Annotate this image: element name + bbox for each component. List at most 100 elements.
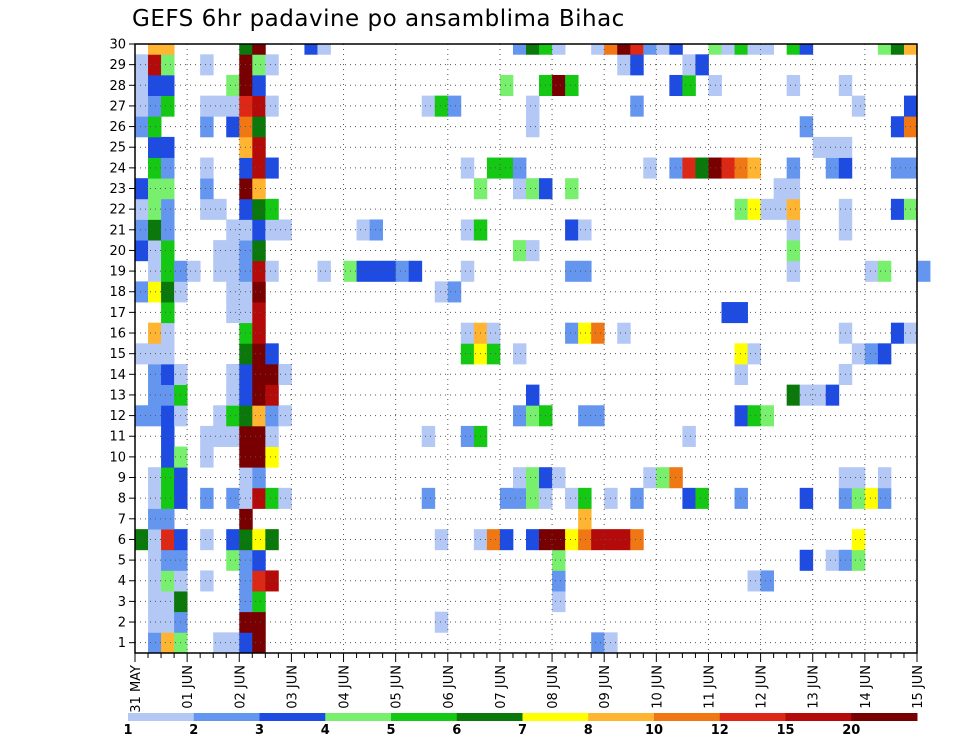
heatmap-cell	[552, 74, 566, 97]
y-tick-label: 11	[109, 430, 126, 445]
heatmap-cell	[630, 529, 644, 551]
heatmap-cell	[604, 44, 618, 55]
heatmap-cell	[148, 116, 162, 138]
heatmap-cell	[213, 260, 227, 282]
axes: 1234567891011121314151617181920212223242…	[109, 38, 926, 713]
heatmap-cell	[252, 632, 266, 654]
heatmap-cell	[200, 425, 214, 447]
scale-label: 5	[386, 723, 395, 738]
heatmap-cell	[226, 219, 240, 241]
heatmap-cell	[265, 425, 279, 447]
heatmap-cell	[135, 219, 149, 241]
heatmap-cell	[799, 44, 814, 55]
heatmap-cell	[252, 467, 266, 489]
heatmap-cell	[851, 95, 866, 117]
heatmap-cell	[135, 240, 149, 262]
heatmap-cell	[395, 260, 410, 282]
heatmap-cell	[460, 425, 475, 447]
heatmap-cell	[213, 632, 227, 654]
heatmap-cell	[578, 487, 592, 509]
heatmap-cell	[200, 487, 214, 509]
heatmap-cell	[252, 611, 266, 633]
heatmap-cell	[161, 54, 175, 76]
heatmap-cell	[265, 363, 279, 386]
heatmap-cell	[369, 260, 384, 282]
heatmap-cell	[434, 529, 449, 551]
heatmap-cell	[565, 219, 579, 241]
heatmap-cell	[512, 178, 527, 200]
heatmap-cell	[486, 529, 501, 551]
heatmap-cell	[512, 157, 527, 179]
heatmap-cell	[460, 260, 475, 282]
heatmap-cell	[786, 157, 801, 179]
heatmap-cell	[148, 529, 162, 551]
heatmap-cell	[734, 157, 748, 179]
heatmap-cell	[890, 322, 905, 344]
heatmap-cell	[526, 178, 540, 200]
heatmap-cell	[161, 322, 175, 344]
heatmap-cell	[499, 487, 514, 509]
scale-swatch	[128, 713, 195, 721]
scale-swatch	[193, 713, 260, 721]
heatmap-cell	[148, 570, 162, 592]
heatmap-cell	[148, 322, 162, 344]
heatmap-cell	[226, 363, 240, 386]
heatmap-cell	[578, 260, 592, 282]
heatmap-cell	[161, 425, 175, 447]
heatmap-cell	[434, 95, 449, 117]
y-tick-label: 1	[118, 636, 126, 651]
heatmap-cell	[734, 405, 748, 427]
heatmap-cell	[747, 570, 761, 592]
heatmap-cell	[695, 487, 709, 509]
y-tick-label: 25	[109, 141, 126, 156]
heatmap-cell	[578, 508, 592, 530]
heatmap-cell	[786, 198, 801, 220]
heatmap-cell	[252, 549, 266, 571]
heatmap-cell	[669, 157, 683, 179]
scale-label: 3	[255, 723, 264, 738]
scale-swatch	[719, 713, 786, 721]
heatmap-cell	[252, 54, 266, 76]
x-tick-label: 09 JUN	[598, 665, 613, 709]
heatmap-cell	[226, 529, 240, 551]
heatmap-cell	[252, 384, 266, 406]
heatmap-cell	[825, 157, 840, 179]
heatmap-cell	[161, 446, 175, 468]
y-tick-label: 6	[118, 533, 126, 548]
heatmap-cell	[617, 44, 631, 55]
heatmap-cell	[161, 529, 175, 551]
heatmap-cell	[825, 549, 840, 571]
heatmap-cell	[200, 570, 214, 592]
x-tick-label: 31 MAY	[129, 665, 144, 713]
heatmap-cell	[786, 178, 801, 200]
y-tick-label: 15	[109, 347, 126, 362]
y-tick-label: 17	[109, 306, 126, 321]
heatmap-cell	[239, 44, 253, 55]
heatmap-cell	[526, 487, 540, 509]
heatmap-cell	[226, 632, 240, 654]
heatmap-cell	[148, 549, 162, 571]
heatmap-cell	[526, 240, 540, 262]
heatmap-cell	[148, 157, 162, 179]
heatmap-cell	[252, 178, 266, 200]
y-tick-label: 23	[109, 182, 126, 197]
heatmap-cell	[265, 384, 279, 406]
heatmap-cell	[213, 405, 227, 427]
heatmap-cell	[447, 95, 462, 117]
heatmap-cell	[486, 157, 501, 179]
y-tick-label: 8	[118, 492, 126, 507]
heatmap-cell	[747, 405, 761, 427]
heatmap-cell	[903, 44, 918, 55]
heatmap-cell	[851, 467, 866, 489]
heatmap-cell	[851, 549, 866, 571]
heatmap-cell	[565, 529, 579, 551]
heatmap-cell	[643, 44, 657, 55]
heatmap-cell	[252, 281, 266, 303]
y-tick-label: 22	[109, 203, 126, 218]
heatmap-cell	[252, 322, 266, 344]
y-tick-label: 29	[109, 58, 126, 73]
heatmap-cell	[734, 363, 748, 386]
heatmap-cell	[161, 44, 175, 55]
heatmap-cell	[565, 178, 579, 200]
heatmap-cell	[526, 467, 540, 489]
